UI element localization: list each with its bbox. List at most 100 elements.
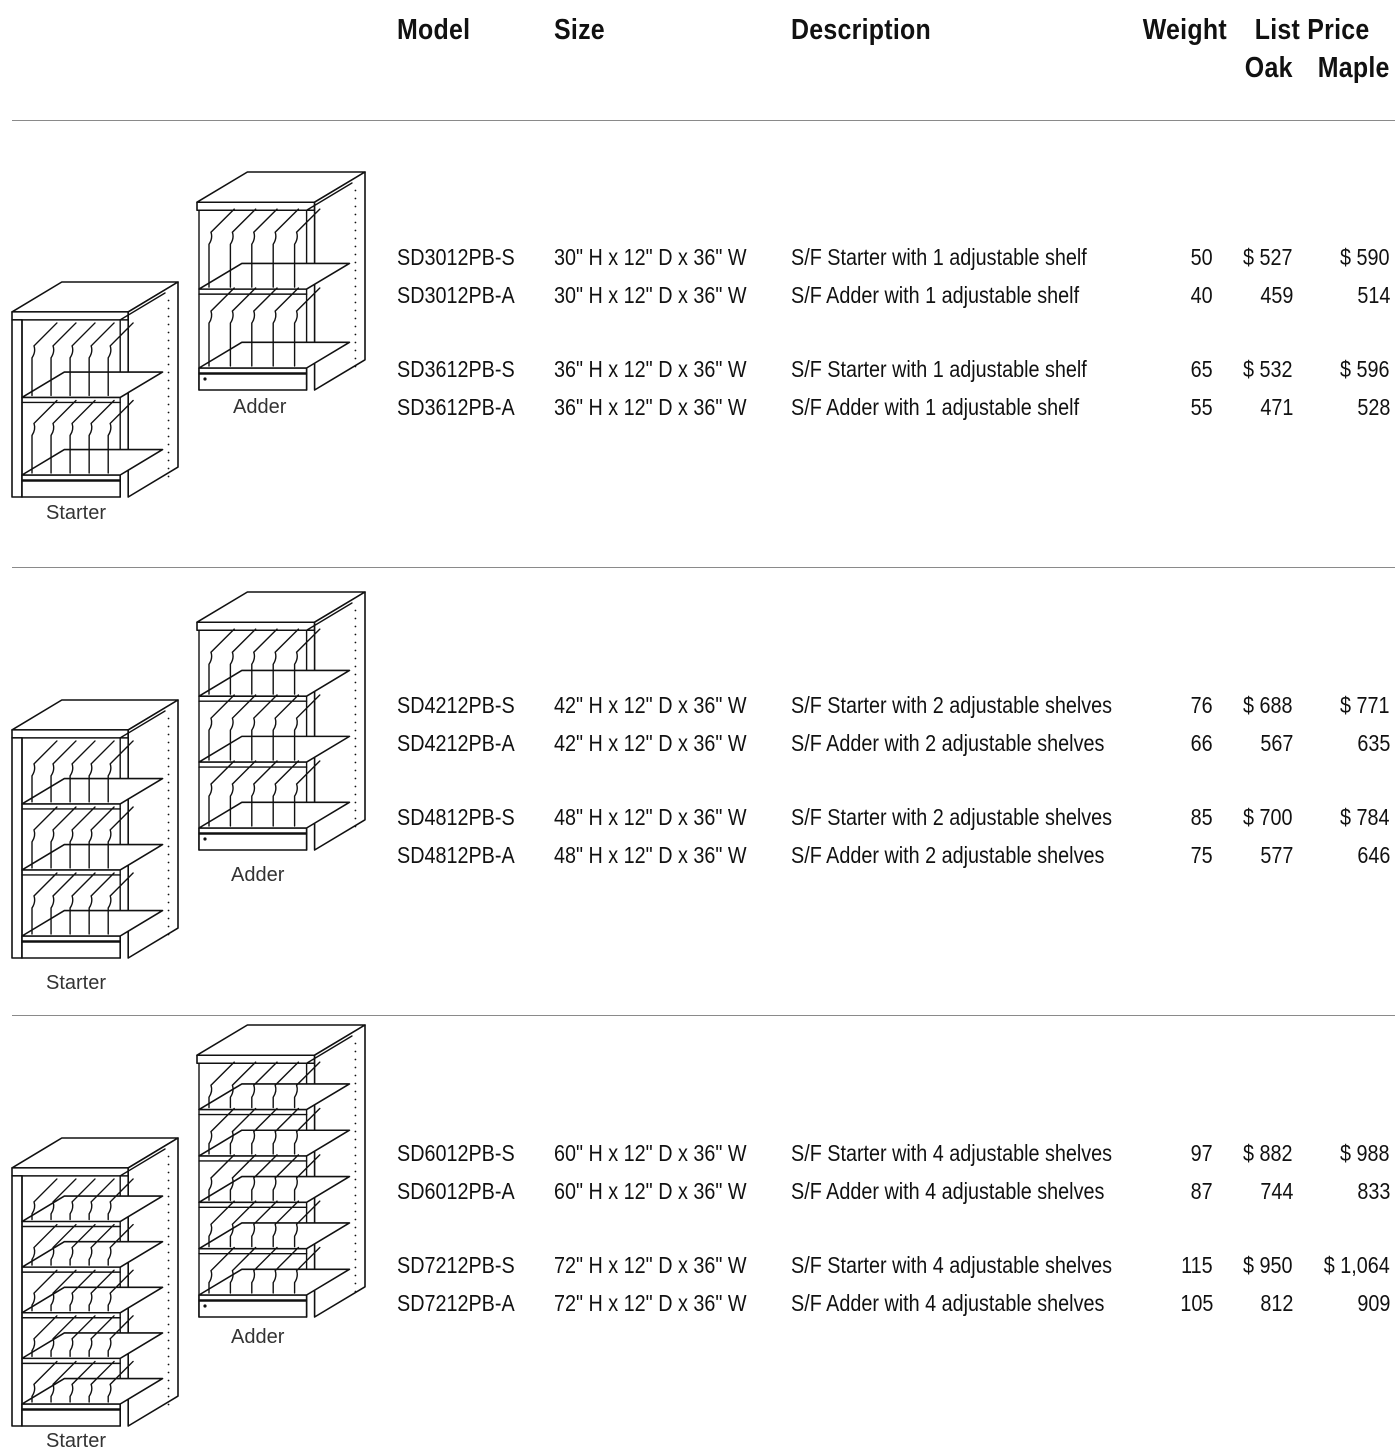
cell-size: 30" H x 12" D x 36" W <box>554 244 747 270</box>
base <box>21 935 121 959</box>
cell-description: S/F Starter with 4 adjustable shelves <box>791 1252 1113 1278</box>
shelf <box>198 801 351 829</box>
divider <box>293 1200 321 1248</box>
starter-bookcase <box>11 1137 179 1427</box>
cell-description: S/F Starter with 2 adjustable shelves <box>791 692 1113 718</box>
divider <box>50 399 77 474</box>
divider <box>208 760 235 827</box>
divider <box>31 399 58 474</box>
cell-maple: $ 590 <box>1340 244 1390 270</box>
divider <box>50 1315 77 1358</box>
divider <box>272 1246 300 1294</box>
cell-size: 60" H x 12" D x 36" W <box>554 1140 747 1166</box>
cell-description: S/F Starter with 4 adjustable shelves <box>791 1140 1113 1166</box>
cell-maple: $ 771 <box>1340 692 1390 718</box>
divider <box>251 1061 278 1109</box>
divider <box>229 1107 257 1155</box>
divider <box>293 1154 321 1201</box>
divider <box>88 740 115 803</box>
divider <box>69 740 96 803</box>
divider <box>208 1061 235 1109</box>
header-list-price: List Price <box>1255 14 1370 46</box>
adder-bookcase <box>196 171 366 391</box>
divider <box>31 872 58 935</box>
header-maple: Maple <box>1318 52 1390 84</box>
divider <box>107 322 134 397</box>
divider <box>69 1178 96 1221</box>
divider <box>88 806 115 869</box>
cell-maple: 909 <box>1356 1290 1390 1316</box>
base <box>21 1403 121 1427</box>
adder-caption: Adder <box>231 864 285 886</box>
divider <box>50 322 77 397</box>
shelf <box>21 1195 164 1223</box>
divider <box>208 1246 235 1294</box>
divider <box>208 1107 235 1155</box>
divider <box>107 1315 134 1358</box>
cell-model: SD7212PB-S <box>397 1252 515 1278</box>
cell-maple: 528 <box>1356 394 1390 420</box>
divider <box>251 1246 278 1294</box>
cell-maple: $ 596 <box>1340 356 1390 382</box>
shelf <box>21 777 164 805</box>
cell-oak: 577 <box>1259 842 1293 868</box>
divider <box>251 1107 278 1155</box>
divider <box>251 1154 278 1201</box>
cell-maple: 635 <box>1356 730 1390 756</box>
divider <box>107 1178 134 1221</box>
starter-bookcase <box>11 699 179 959</box>
cell-maple: $ 1,064 <box>1323 1252 1390 1278</box>
divider <box>50 1178 77 1221</box>
divider <box>107 740 134 803</box>
divider <box>293 1061 321 1109</box>
divider <box>88 1315 115 1358</box>
divider <box>208 1200 235 1248</box>
divider <box>293 1107 321 1155</box>
side-panel <box>313 591 366 851</box>
cell-size: 36" H x 12" D x 36" W <box>554 394 747 420</box>
cell-description: S/F Starter with 1 adjustable shelf <box>791 356 1087 382</box>
cell-size: 72" H x 12" D x 36" W <box>554 1290 747 1316</box>
starter-illustration <box>11 1137 179 1427</box>
cell-oak: 471 <box>1259 394 1293 420</box>
divider <box>229 628 257 695</box>
cell-weight: 97 <box>1190 1140 1213 1166</box>
divider <box>50 872 77 935</box>
divider <box>69 399 96 474</box>
cell-oak: $ 700 <box>1243 804 1293 830</box>
starter-illustration <box>11 281 179 498</box>
divider <box>31 1178 58 1221</box>
shelf <box>21 843 164 871</box>
divider <box>229 1200 257 1248</box>
starter-caption: Starter <box>46 972 107 994</box>
cell-weight: 105 <box>1179 1290 1213 1316</box>
divider <box>31 740 58 803</box>
divider <box>31 322 58 397</box>
cell-size: 30" H x 12" D x 36" W <box>554 282 747 308</box>
divider <box>272 287 300 367</box>
shelf <box>21 371 164 399</box>
header-description: Description <box>791 14 932 46</box>
left-upright <box>11 737 23 959</box>
header-size: Size <box>554 14 605 46</box>
divider <box>50 740 77 803</box>
cell-model: SD3012PB-A <box>397 282 515 308</box>
divider <box>88 399 115 474</box>
cell-model: SD6012PB-A <box>397 1178 515 1204</box>
starter-bookcase <box>11 281 179 498</box>
divider <box>229 1246 257 1294</box>
adder-caption: Adder <box>233 396 287 418</box>
cell-oak: 744 <box>1259 1178 1293 1204</box>
cell-weight: 75 <box>1190 842 1213 868</box>
divider <box>50 1269 77 1312</box>
cell-description: S/F Adder with 1 adjustable shelf <box>791 394 1080 420</box>
cell-maple: 514 <box>1356 282 1390 308</box>
cell-model: SD3612PB-S <box>397 356 515 382</box>
shelf <box>21 1240 164 1268</box>
cell-description: S/F Starter with 2 adjustable shelves <box>791 804 1113 830</box>
divider <box>272 694 300 761</box>
left-upright <box>11 1175 23 1427</box>
divider <box>69 322 96 397</box>
shelf <box>21 1377 164 1405</box>
divider <box>88 1360 115 1403</box>
